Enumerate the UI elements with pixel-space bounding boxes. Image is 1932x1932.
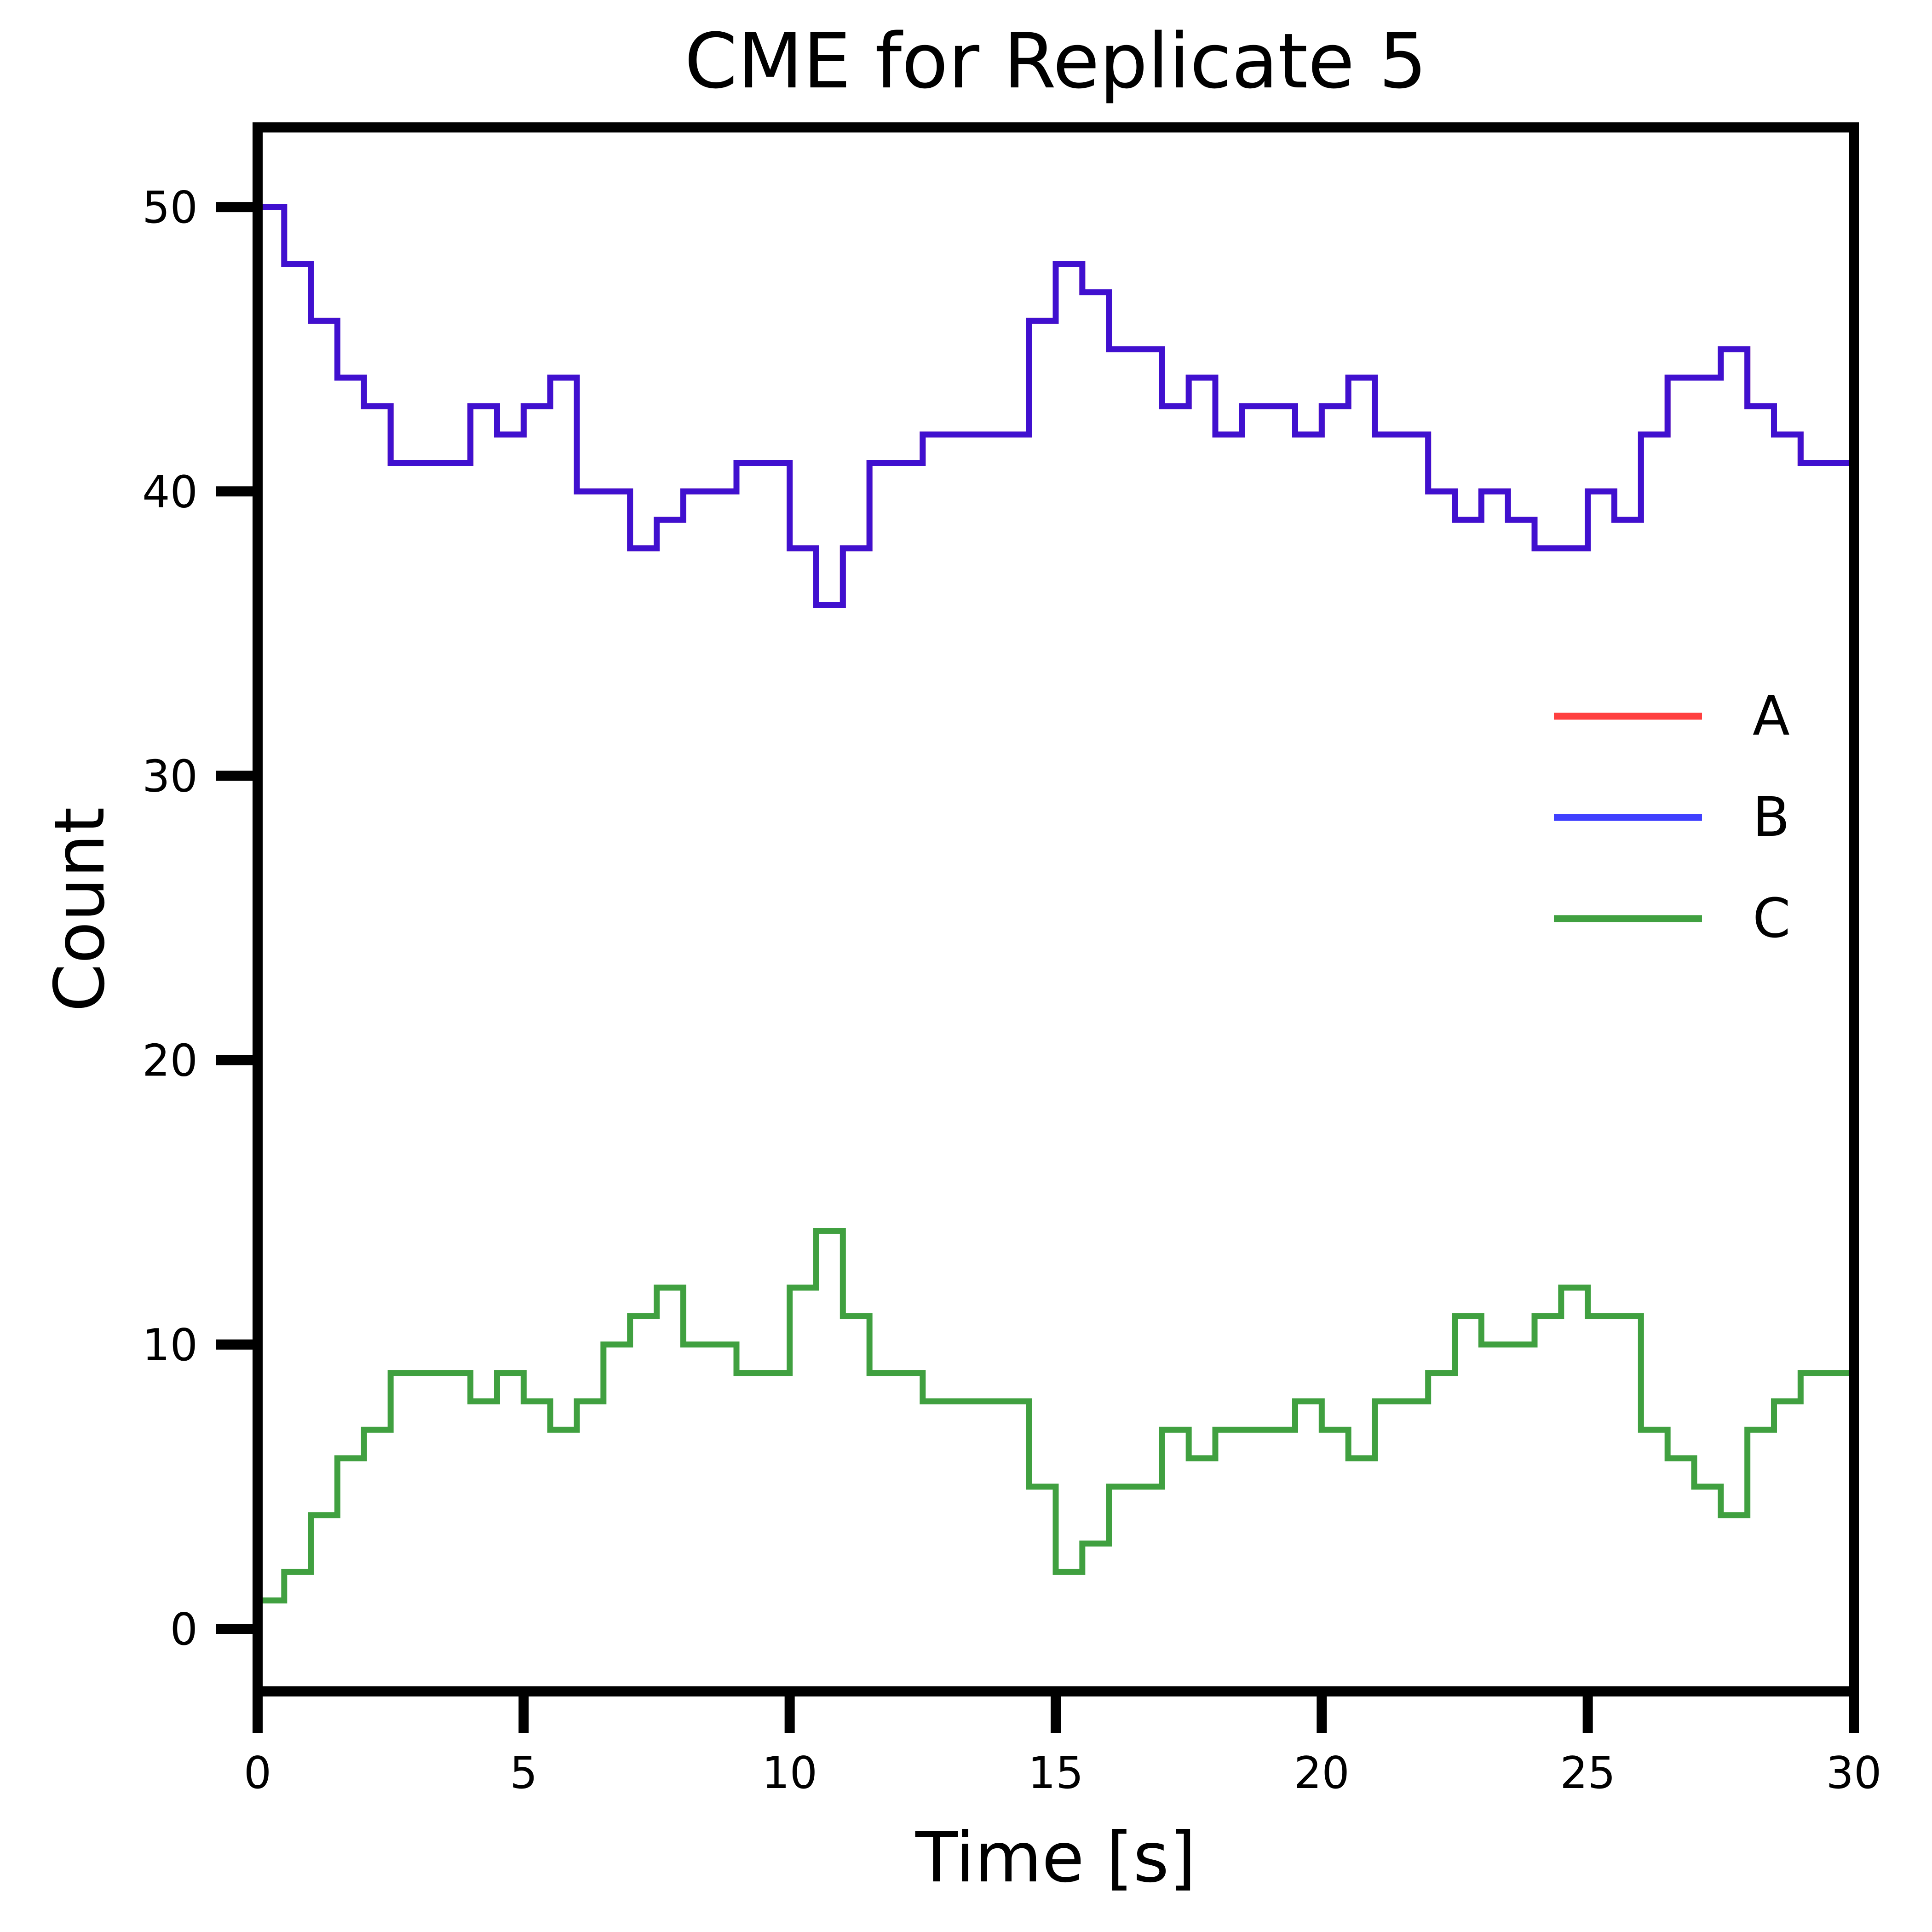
y-tick-label: 50 (142, 183, 198, 233)
y-axis-label: Count (40, 807, 120, 1012)
x-tick-label: 20 (1294, 1748, 1350, 1799)
x-tick-label: 0 (244, 1748, 271, 1799)
x-tick-label: 5 (510, 1748, 537, 1799)
legend-label: B (1753, 785, 1790, 849)
y-tick-label: 30 (142, 751, 198, 802)
series-line (258, 204, 1857, 609)
chart-title: CME for Replicate 5 (684, 17, 1427, 105)
y-tick-label: 20 (142, 1036, 198, 1087)
x-tick-label: 25 (1560, 1748, 1616, 1799)
plot-frame (253, 122, 1859, 1696)
legend-label: C (1753, 886, 1790, 950)
x-tick-label: 30 (1826, 1748, 1882, 1799)
x-tick-label: 15 (1028, 1748, 1084, 1799)
x-axis-label: Time [s] (915, 1818, 1196, 1898)
y-tick-label: 0 (170, 1604, 198, 1655)
legend-label: A (1753, 684, 1790, 748)
x-tick-label: 10 (762, 1748, 817, 1799)
series-line (258, 1228, 1857, 1604)
y-tick-label: 10 (142, 1320, 198, 1371)
y-tick-label: 40 (142, 467, 198, 518)
